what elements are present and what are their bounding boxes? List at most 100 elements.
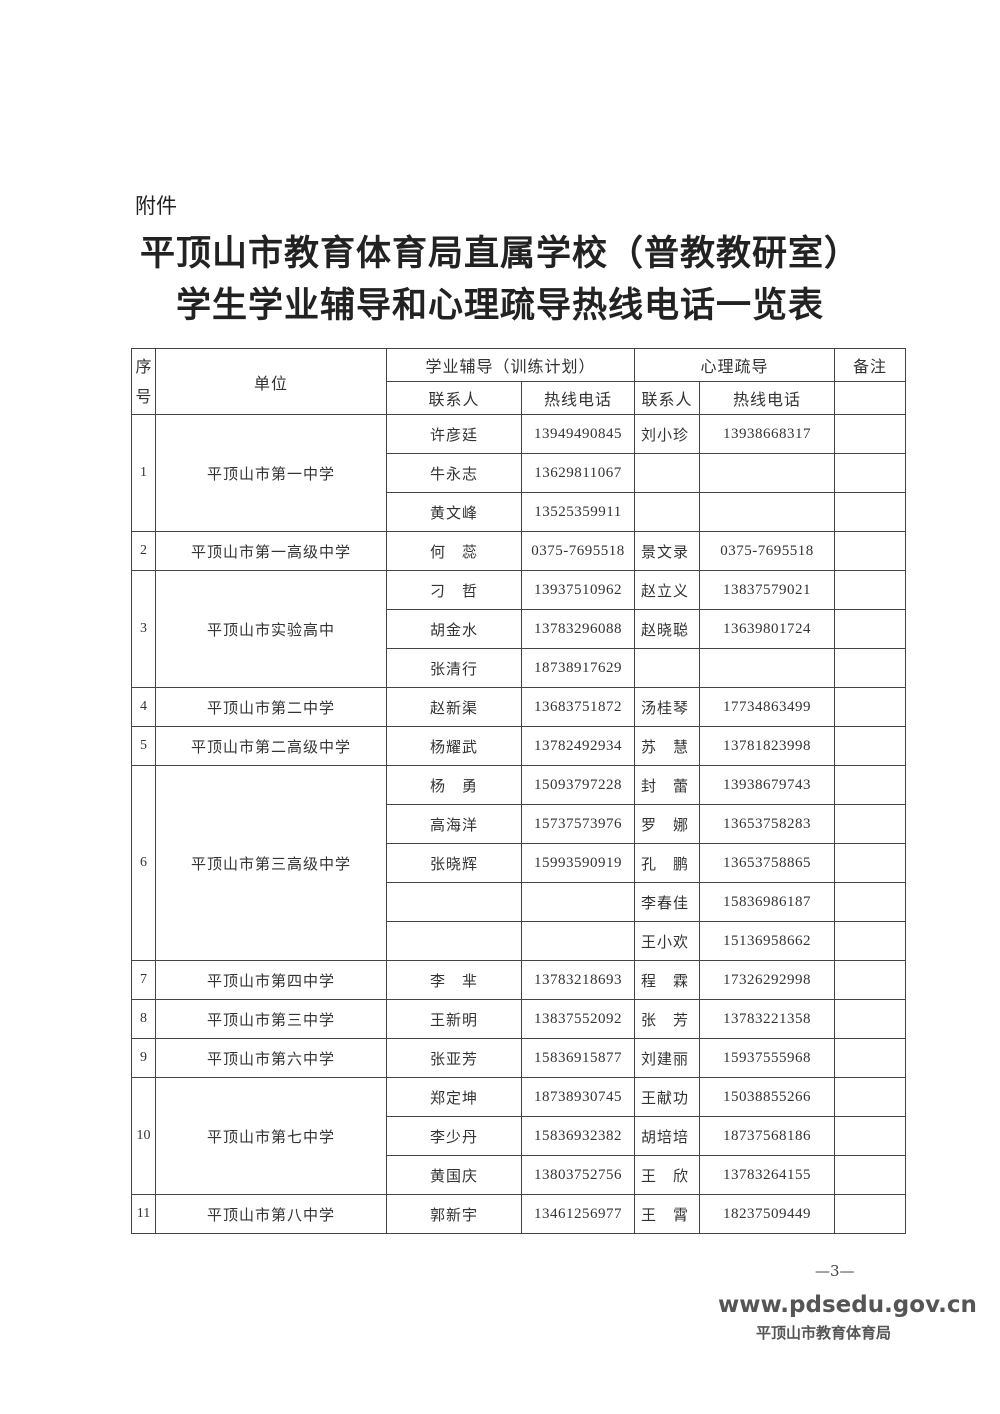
cell-academic-contact: 牛永志: [386, 453, 522, 493]
cell-academic-hotline: 13803752756: [520, 1155, 636, 1195]
cell-seq: 9: [131, 1038, 156, 1078]
cell-psych-contact: 张 芳: [634, 999, 701, 1039]
cell-unit: 平顶山市第八中学: [155, 1194, 387, 1234]
header-psych-contact: 联系人: [634, 381, 701, 415]
cell-psych-contact: 李春佳: [634, 882, 701, 922]
cell-note: [834, 648, 907, 688]
header-note-empty: [834, 381, 907, 415]
cell-academic-contact: 郭新宇: [386, 1194, 522, 1234]
cell-academic-hotline: [520, 882, 636, 922]
cell-psych-hotline: 17326292998: [699, 960, 836, 1000]
table-row: 10 平顶山市第七中学 郑定坤 18738930745 王献功 15038855266: [131, 1077, 907, 1195]
cell-academic-hotline: 15737573976: [520, 804, 636, 844]
cell-note: [834, 999, 907, 1039]
cell-psych-hotline: 15038855266: [699, 1077, 836, 1117]
cell-note: [834, 804, 907, 844]
header-academic: 学业辅导（训练计划）: [385, 348, 636, 382]
cell-psych-contact: 王 霄: [634, 1194, 701, 1234]
cell-academic-contact: 黄文峰: [386, 492, 522, 532]
cell-psych-contact: 景文录: [634, 531, 701, 571]
cell-note: [834, 570, 907, 610]
cell-psych-hotline: [699, 648, 836, 688]
cell-academic-hotline: 15993590919: [520, 843, 636, 883]
table-row: 高海洋 15737573976 罗 娜 13653758283: [132, 804, 907, 844]
table-row: 王小欢 15136958662: [132, 921, 907, 961]
watermark-org: 平顶山市教育体育局: [756, 1324, 892, 1342]
cell-unit: 平顶山市第二高级中学: [155, 726, 387, 766]
cell-psych-contact: 刘小珍: [634, 414, 701, 454]
table-row: 6 平顶山市第三高级中学杨 勇 15093797228 封 蕾 13938679743: [131, 765, 907, 961]
cell-note: [834, 609, 907, 649]
cell-seq: 5: [131, 726, 156, 766]
cell-unit: 平顶山市第六中学: [155, 1038, 387, 1078]
cell-note: [834, 531, 907, 571]
table-body: 1 平顶山市第一中学 许彦廷 13949490845 刘小珍 13938668317 牛永志…: [131, 414, 907, 1234]
cell-academic-contact: [386, 882, 522, 922]
cell-academic-contact: 胡金水: [386, 609, 522, 649]
cell-seq: 2: [131, 531, 156, 571]
cell-psych-contact: 汤桂琴: [634, 687, 701, 727]
cell-psych-contact: 王献功: [634, 1077, 701, 1117]
cell-psych-hotline: 17734863499: [699, 687, 836, 727]
cell-academic-contact: [386, 921, 522, 961]
cell-academic-hotline: 18738917629: [520, 648, 636, 688]
header-psych: 心理疏导: [634, 348, 836, 382]
hotline-table: 序号 单位 学业辅导（训练计划） 心理疏导 备注 联系人 热线电话 联系人 热线…: [131, 348, 907, 1234]
cell-academic-contact: 杨 勇: [386, 765, 522, 805]
cell-academic-hotline: 13949490845: [520, 414, 636, 454]
cell-academic-hotline: 15836932382: [520, 1116, 636, 1156]
cell-psych-contact: 赵晓聪: [634, 609, 701, 649]
page-number: —3—: [815, 1262, 855, 1280]
cell-academic-contact: 李少丹: [386, 1116, 522, 1156]
cell-psych-hotline: 0375-7695518: [699, 531, 836, 571]
cell-note: [834, 492, 907, 532]
cell-unit: 平顶山市第一中学: [155, 414, 387, 532]
cell-psych-hotline: [699, 453, 836, 493]
table-row: 1 平顶山市第一中学 许彦廷 13949490845 刘小珍 13938668317: [131, 414, 907, 532]
cell-academic-hotline: 15093797228: [520, 765, 636, 805]
cell-psych-contact: 罗 娜: [634, 804, 701, 844]
cell-note: [834, 453, 907, 493]
header-note: 备注: [834, 348, 907, 382]
attachment-label: 附件: [135, 194, 177, 218]
cell-academic-contact: 郑定坤: [386, 1077, 522, 1117]
cell-academic-hotline: 13629811067: [520, 453, 636, 493]
cell-unit: 平顶山市第七中学: [155, 1077, 387, 1195]
table-row: 牛永志 13629811067: [132, 453, 907, 493]
cell-academic-hotline: 13783296088: [520, 609, 636, 649]
title-line-1: 平顶山市教育体育局直属学校（普教教研室）: [139, 234, 860, 274]
cell-note: [834, 414, 907, 454]
cell-academic-hotline: 13461256977: [520, 1194, 636, 1234]
cell-psych-hotline: 13653758865: [699, 843, 836, 883]
cell-seq: 1: [131, 414, 156, 532]
cell-academic-contact: 王新明: [386, 999, 522, 1039]
cell-note: [834, 1038, 907, 1078]
header-unit: 单位: [155, 348, 387, 415]
cell-psych-hotline: 13639801724: [699, 609, 836, 649]
cell-psych-hotline: 18237509449: [699, 1194, 836, 1234]
cell-note: [834, 726, 907, 766]
header-academic-contact: 联系人: [386, 381, 522, 415]
cell-seq: 7: [131, 960, 156, 1000]
cell-note: [834, 882, 907, 922]
cell-academic-contact: 刁 哲: [386, 570, 522, 610]
cell-psych-hotline: 13653758283: [699, 804, 836, 844]
table-row: 3 平顶山市实验高中刁 哲 13937510962 赵立义 13837579021: [131, 570, 907, 688]
cell-academic-contact: 何 蕊: [386, 531, 522, 571]
cell-unit: 平顶山市第二中学: [155, 687, 387, 727]
cell-psych-contact: 刘建丽: [634, 1038, 701, 1078]
cell-academic-hotline: 0375-7695518: [520, 531, 636, 571]
cell-psych-contact: 苏 慧: [634, 726, 701, 766]
cell-unit: 平顶山市第四中学: [155, 960, 387, 1000]
header-psych-hotline: 热线电话: [699, 381, 836, 415]
title-line-2: 学生学业辅导和心理疏导热线电话一览表: [175, 286, 824, 326]
cell-note: [834, 765, 907, 805]
cell-academic-hotline: 13683751872: [520, 687, 636, 727]
cell-psych-hotline: [699, 492, 836, 532]
cell-note: [834, 1077, 907, 1117]
cell-note: [834, 921, 907, 961]
cell-psych-contact: 赵立义: [634, 570, 701, 610]
cell-academic-contact: 高海洋: [386, 804, 522, 844]
cell-academic-hotline: [520, 921, 636, 961]
cell-psych-hotline: 15836986187: [699, 882, 836, 922]
